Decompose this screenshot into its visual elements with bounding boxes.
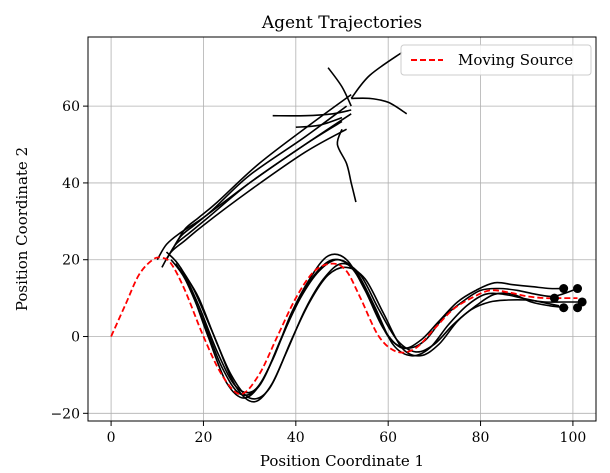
agent-trajectory-segment — [336, 128, 357, 203]
legend-label-moving-source: Moving Source — [458, 51, 573, 69]
y-tick-label: 40 — [62, 176, 80, 192]
x-tick-label: 20 — [195, 430, 213, 446]
x-tick-label: 0 — [107, 430, 116, 446]
agent-trajectory — [175, 258, 560, 399]
ticks-layer: 0 20 40 60 80 100 −20 0 20 40 60 — [50, 99, 586, 446]
agent-trajectory-segment — [327, 67, 352, 107]
agent-endpoint — [573, 303, 583, 313]
agent-trajectory-segment — [295, 116, 343, 128]
y-axis-label: Position Coordinate 2 — [13, 147, 31, 311]
agent-trajectory — [184, 266, 569, 403]
series-layer — [110, 51, 587, 403]
agent-trajectory-segment — [350, 51, 403, 99]
plot-background — [88, 37, 596, 421]
x-tick-label: 100 — [560, 430, 587, 446]
moving-source-line — [110, 256, 578, 396]
agent-endpoint — [549, 293, 559, 303]
y-tick-label: 60 — [62, 99, 80, 115]
agent-trajectory — [179, 262, 583, 400]
agent-trajectory-segment — [272, 109, 352, 117]
legend: Moving Source — [400, 44, 592, 76]
x-axis-label: Position Coordinate 1 — [260, 452, 424, 470]
agent-endpoint — [559, 303, 569, 313]
y-tick-label: 0 — [71, 330, 80, 346]
agent-endpoint — [559, 284, 569, 294]
agent-endpoint — [573, 284, 583, 294]
agent-trajectory — [175, 93, 352, 245]
plot-frame — [87, 36, 597, 422]
y-tick-label: 20 — [62, 253, 80, 269]
y-tick-label: −20 — [50, 406, 80, 422]
x-tick-label: 60 — [379, 430, 397, 446]
agent-trajectory-segment — [351, 97, 408, 115]
legend-box — [400, 44, 592, 76]
x-tick-label: 80 — [472, 430, 490, 446]
agent-trajectory — [170, 258, 578, 397]
chart-title: Agent Trajectories — [261, 13, 422, 33]
x-tick-label: 40 — [287, 430, 305, 446]
